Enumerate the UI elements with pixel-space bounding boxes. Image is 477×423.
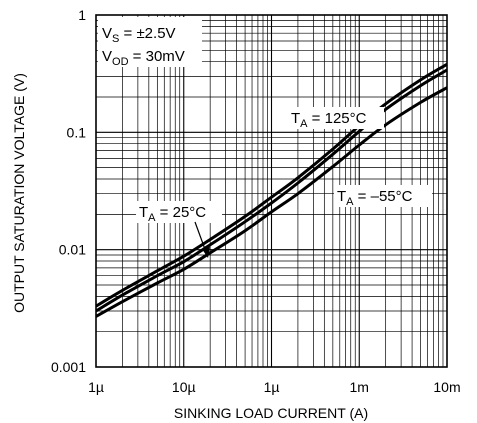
series-label-minus55c: TA = –55°C [337, 188, 413, 208]
y-tick-label: 0.001 [51, 359, 86, 375]
series-label-125c: TA = 125°C [291, 110, 367, 130]
arrow-head [202, 247, 210, 258]
label-bg-m55 [334, 185, 432, 207]
series-label-25c: TA = 25°C [139, 204, 206, 224]
x-tick-label: 10µ [172, 379, 196, 395]
x-axis-title: SINKING LOAD CURRENT (A) [174, 405, 368, 421]
condition-vs: VS = ±2.5V [102, 25, 176, 45]
y-axis-title: OUTPUT SATURATION VOLTAGE (V) [11, 73, 27, 313]
x-tick-label: 10m [433, 379, 460, 395]
label-bg-25 [136, 201, 222, 223]
condition-vod: VOD = 30mV [102, 48, 185, 68]
y-tick-label: 0.01 [59, 242, 86, 258]
series-line-2 [95, 86, 448, 318]
y-tick-label: 0.1 [67, 124, 87, 140]
y-tick-labels: 0.001 0.01 0.1 1 [51, 7, 86, 375]
plot-frame [95, 14, 448, 368]
x-tick-label: 1µ [88, 379, 104, 395]
x-tick-label: 1µ [264, 379, 280, 395]
x-tick-labels: 1µ 10µ 1µ 1m 10m [88, 379, 461, 395]
series-line-0 [95, 63, 448, 308]
label-bg-125 [288, 107, 384, 129]
annotation-arrow [194, 221, 207, 253]
conditions-box [98, 17, 202, 67]
series-curves [95, 63, 448, 318]
x-tick-label: 1m [350, 379, 369, 395]
y-tick-label: 1 [78, 7, 86, 23]
series-line-1 [95, 68, 448, 313]
